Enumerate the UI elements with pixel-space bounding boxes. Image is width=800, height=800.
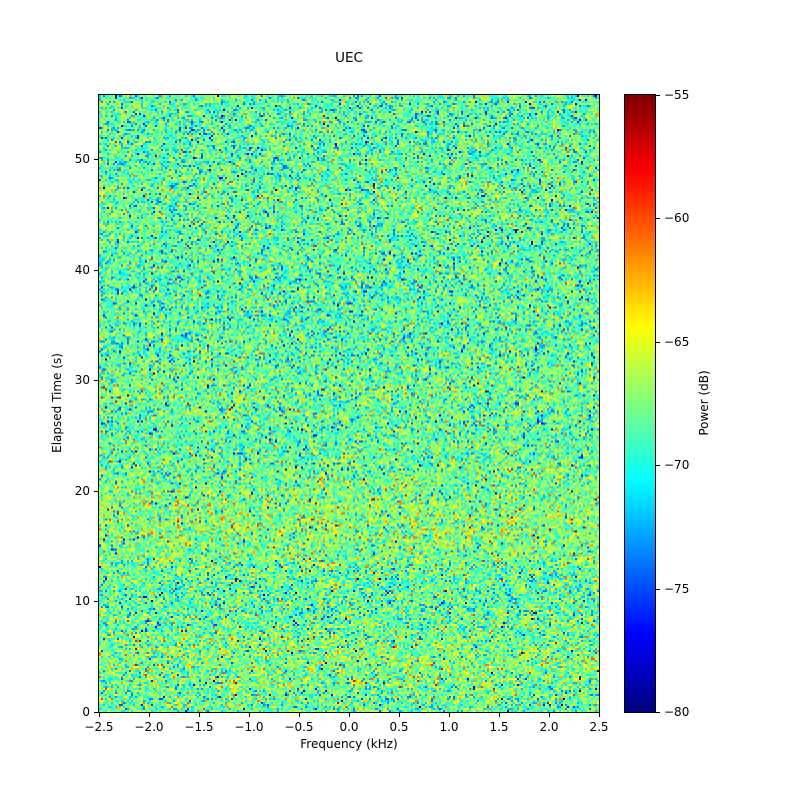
tick-label: 50 <box>74 152 90 167</box>
tick-mark <box>656 588 660 590</box>
colorbar <box>624 94 656 713</box>
tick-label: 1.5 <box>489 720 509 734</box>
tick-mark <box>656 218 660 220</box>
colorbar-canvas <box>625 95 655 712</box>
tick-label: 0.5 <box>389 720 409 734</box>
tick-mark <box>99 713 100 717</box>
tick-mark <box>94 380 98 382</box>
heatmap-canvas <box>99 95 599 712</box>
tick-mark <box>656 95 660 96</box>
tick-label: 40 <box>74 262 90 277</box>
tick-label: −1.0 <box>234 720 264 734</box>
tick-mark <box>249 713 250 717</box>
tick-label: 10 <box>74 594 90 609</box>
tick-label: 2.5 <box>589 720 609 734</box>
tick-label: −2.5 <box>84 720 114 734</box>
tick-label: −60 <box>664 211 690 226</box>
y-axis-label: Elapsed Time (s) <box>50 353 64 453</box>
tick-mark <box>349 713 350 717</box>
tick-label: 0 <box>82 705 90 719</box>
tick-label: −75 <box>664 581 690 596</box>
tick-mark <box>199 713 200 717</box>
tick-mark <box>656 465 660 467</box>
tick-mark <box>94 490 98 492</box>
tick-mark <box>94 159 98 161</box>
tick-label: −65 <box>664 334 690 349</box>
tick-mark <box>499 713 500 717</box>
tick-label: −1.5 <box>184 720 214 734</box>
tick-label: −70 <box>664 458 690 473</box>
tick-mark <box>549 713 550 717</box>
tick-mark <box>94 601 98 603</box>
tick-mark <box>656 712 660 713</box>
tick-label: 1.0 <box>439 720 459 734</box>
tick-mark <box>94 712 98 713</box>
x-axis-label: Frequency (kHz) <box>300 737 398 751</box>
tick-label: 20 <box>74 483 90 498</box>
tick-label: −55 <box>664 88 690 102</box>
tick-label: 0.0 <box>339 720 359 734</box>
colorbar-label: Power (dB) <box>697 370 711 436</box>
chart-title: UEC <box>335 50 363 66</box>
tick-label: −80 <box>664 705 690 719</box>
tick-mark <box>399 713 400 717</box>
tick-mark <box>149 713 150 717</box>
tick-mark <box>94 269 98 271</box>
tick-label: 30 <box>74 373 90 388</box>
tick-mark <box>449 713 450 717</box>
tick-label: −2.0 <box>134 720 164 734</box>
tick-mark <box>599 713 600 717</box>
tick-label: −0.5 <box>284 720 314 734</box>
tick-label: 2.0 <box>539 720 559 734</box>
tick-mark <box>656 341 660 343</box>
tick-mark <box>299 713 300 717</box>
heatmap-plot <box>98 94 600 713</box>
